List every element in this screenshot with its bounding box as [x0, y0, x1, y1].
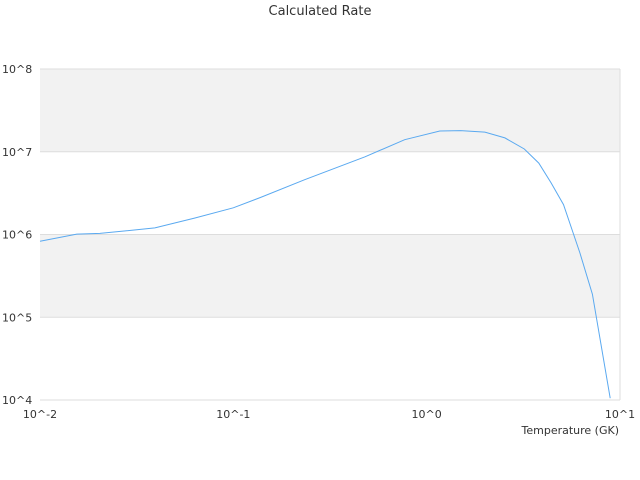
grid-band: [40, 234, 620, 318]
grid-band: [40, 69, 620, 152]
y-tick-label: 10^7: [2, 146, 32, 159]
y-tick-label: 10^5: [2, 311, 32, 324]
x-tick-label: 10^-1: [216, 408, 250, 421]
x-axis-label: Temperature (GK): [521, 424, 620, 437]
y-tick-label: 10^4: [2, 394, 32, 407]
rate-series-line: [39, 130, 611, 399]
y-tick-label: 10^6: [2, 229, 32, 242]
y-tick-label: 10^8: [2, 63, 32, 76]
x-tick-label: 10^0: [412, 408, 442, 421]
x-tick-label: 10^-2: [23, 408, 57, 421]
chart-title: Calculated Rate: [268, 4, 372, 19]
x-tick-label: 10^1: [605, 408, 635, 421]
